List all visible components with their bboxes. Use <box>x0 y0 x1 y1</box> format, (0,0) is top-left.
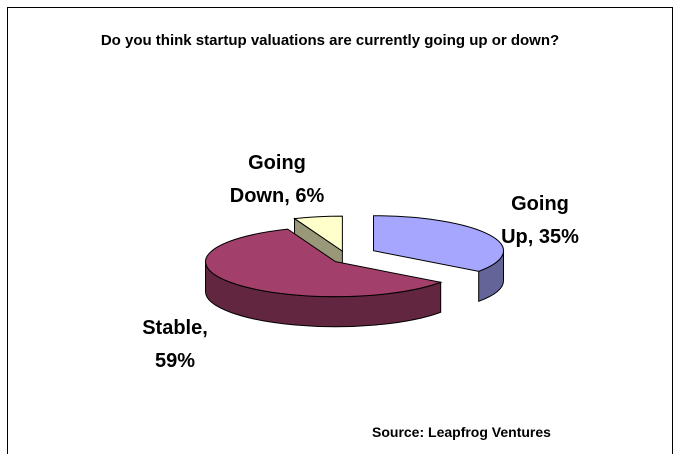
data-label: Going Up, 35% <box>501 193 579 248</box>
source-note: Source: Leapfrog Ventures <box>372 424 551 440</box>
data-label: Going Down, 6% <box>229 152 325 207</box>
pie <box>205 215 505 328</box>
frame <box>7 7 673 454</box>
slice <box>293 215 343 253</box>
data-label: Stable, 59% <box>142 317 208 372</box>
slice <box>373 215 505 272</box>
chart-title: Do you think startup valuations are curr… <box>100 32 560 49</box>
slice <box>205 228 443 298</box>
